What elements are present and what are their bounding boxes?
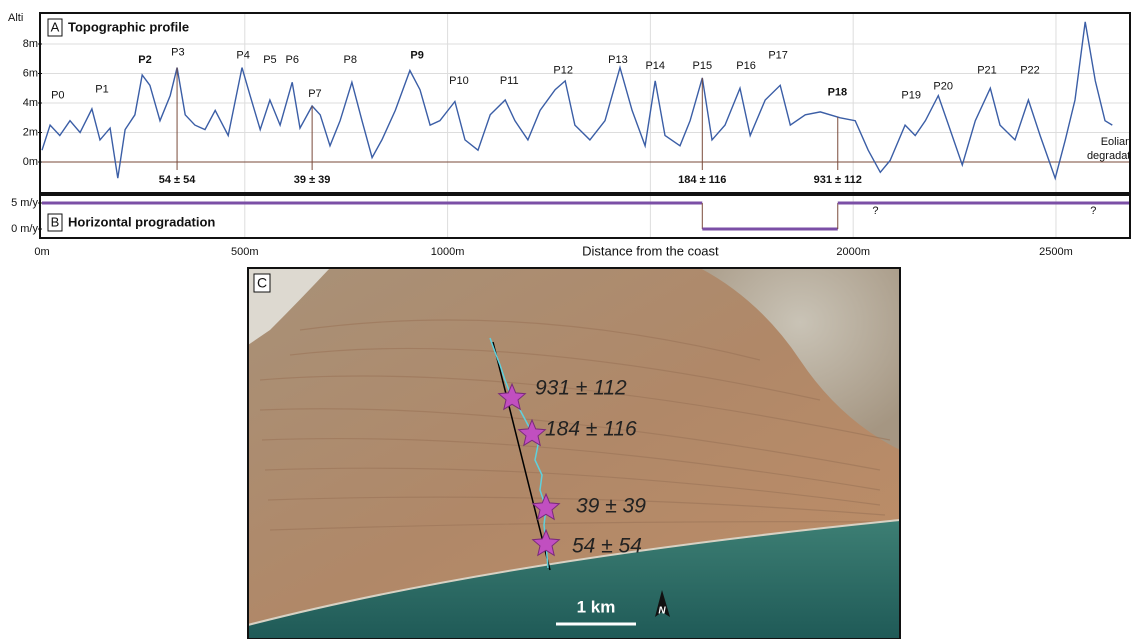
peak-label: P20 [933,81,953,93]
panel-letter: C [257,275,267,291]
uncertain-mark: ? [1090,205,1096,217]
peak-label: P8 [344,54,357,66]
x-tick-label: 2000m [836,246,870,258]
peak-label: P9 [410,50,423,62]
figure: N 1 km C 931 ± 112 184 ± 116 39 ± 39 54 ± 5… [0,0,1131,639]
peak-label: P17 [768,50,788,62]
peak-label: P15 [693,60,713,72]
peak-label: P4 [236,50,249,62]
uncertain-mark: ? [872,205,878,217]
panel-letter: A [51,19,60,34]
peak-label: P6 [286,54,299,66]
panel-title: Topographic profile [68,19,189,34]
peak-label: P13 [608,54,628,66]
age-label: 184 ± 116 [678,174,726,186]
age-label: 39 ± 39 [294,174,331,186]
x-tick-label: 1000m [431,246,465,258]
y-tick-label: 6m [23,67,38,79]
peak-label: P1 [95,84,108,96]
aerial-photo: N 1 km C [248,268,900,639]
y-tick-label: 8m [23,38,38,50]
panel-title: Horizontal progradation [68,214,215,229]
y-tick-label: 5 m/y [11,197,38,209]
peak-label: P11 [500,75,519,87]
peak-label: P3 [171,47,184,59]
peak-label: P21 [977,64,997,76]
peak-label: P7 [308,88,321,100]
annotation: Eolian [1101,136,1131,148]
peak-label: P22 [1020,64,1040,76]
y-axis-label: Alti [8,12,23,24]
peak-label: P2 [138,54,151,66]
x-tick-label: 500m [231,246,259,258]
peak-label: P12 [553,64,573,76]
peak-label: P19 [901,90,921,102]
sample-age: 39 ± 39 [576,495,646,518]
north-label: N [658,606,666,617]
scale-label: 1 km [577,597,616,616]
x-tick-label: 2500m [1039,246,1073,258]
sample-age: 931 ± 112 [535,377,627,400]
peak-label: P16 [736,60,756,72]
y-tick-label: 2m [23,126,38,138]
x-axis-label: Distance from the coast [582,243,719,258]
panel-letter: B [51,214,60,229]
age-label: 931 ± 112 [814,174,862,186]
peak-label: P5 [263,54,276,66]
sample-age: 184 ± 116 [545,418,637,441]
peak-label: P18 [828,87,848,99]
peak-label: P10 [449,75,469,87]
y-tick-label: 4m [23,97,38,109]
peak-label: P14 [645,60,665,72]
profile-line [42,22,1112,178]
annotation: degradation [1087,150,1131,162]
peak-label: P0 [51,90,64,102]
y-tick-label: 0m [23,156,38,168]
x-tick-label: 0m [34,246,49,258]
age-label: 54 ± 54 [159,174,197,186]
y-tick-label: 0 m/y [11,223,38,235]
sample-age: 54 ± 54 [572,535,642,558]
